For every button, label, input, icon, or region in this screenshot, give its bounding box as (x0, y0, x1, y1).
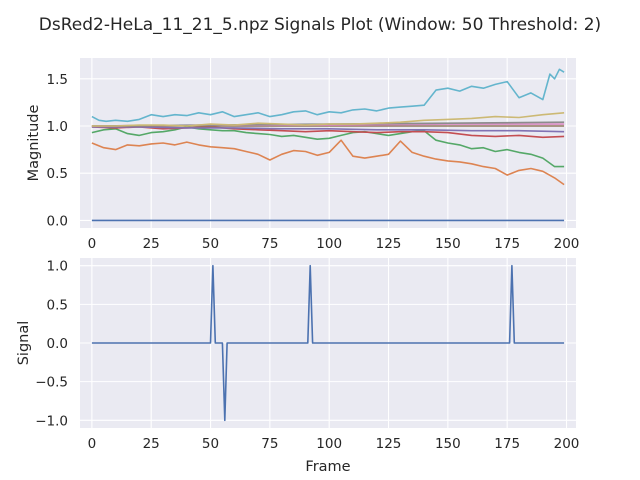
x-tick-label: 175 (494, 436, 520, 452)
x-tick-label: 0 (88, 236, 97, 252)
y-tick-label: 0.0 (47, 336, 68, 352)
figure-title: DsRed2-HeLa_11_21_5.npz Signals Plot (Wi… (39, 15, 601, 35)
frame-x-axis-label: Frame (305, 459, 350, 475)
series-line-3 (91, 126, 565, 139)
y-tick-label: 0.5 (47, 297, 68, 313)
series-line-4 (91, 126, 565, 133)
x-tick-label: 25 (143, 236, 160, 252)
y-tick-label: 1.0 (47, 259, 68, 275)
y-tick-label: 1.5 (47, 72, 68, 88)
x-tick-label: 100 (316, 236, 342, 252)
x-tick-label: 50 (202, 436, 219, 452)
signal-y-axis-label: Signal (16, 321, 32, 366)
series-line-2 (91, 126, 565, 168)
magnitude-axes: 0 25 50 75 100 125 150 175 200 0.0 0.5 1.0 1.5 Magn… (26, 58, 579, 252)
x-tick-label: 75 (261, 236, 278, 252)
x-tick-label: 125 (376, 236, 402, 252)
series-line-1 (91, 139, 565, 186)
series-line-9 (91, 68, 565, 123)
y-tick-label: 0.5 (47, 166, 68, 182)
y-tick-label: 0.0 (47, 213, 68, 229)
x-tick-label: 200 (554, 436, 580, 452)
series-line-8 (91, 112, 565, 127)
x-tick-label: 150 (435, 436, 461, 452)
y-tick-label: 1.0 (47, 119, 68, 135)
x-tick-label: 25 (143, 436, 160, 452)
y-tick-label: −0.5 (35, 375, 68, 391)
x-tick-label: 0 (88, 436, 97, 452)
x-tick-label: 100 (316, 436, 342, 452)
y-tick-label: −1.0 (35, 413, 68, 429)
series-line-0 (91, 264, 565, 422)
x-tick-label: 50 (202, 236, 219, 252)
magnitude-y-axis-label: Magnitude (26, 105, 42, 182)
x-tick-label: 200 (554, 236, 580, 252)
x-tick-label: 125 (376, 436, 402, 452)
signal-axes: 0 25 50 75 100 125 150 175 200 −1.0 −0.5 0.0 0.5 1.0… (16, 258, 579, 475)
x-tick-label: 75 (261, 436, 278, 452)
x-tick-label: 175 (494, 236, 520, 252)
x-tick-label: 150 (435, 236, 461, 252)
